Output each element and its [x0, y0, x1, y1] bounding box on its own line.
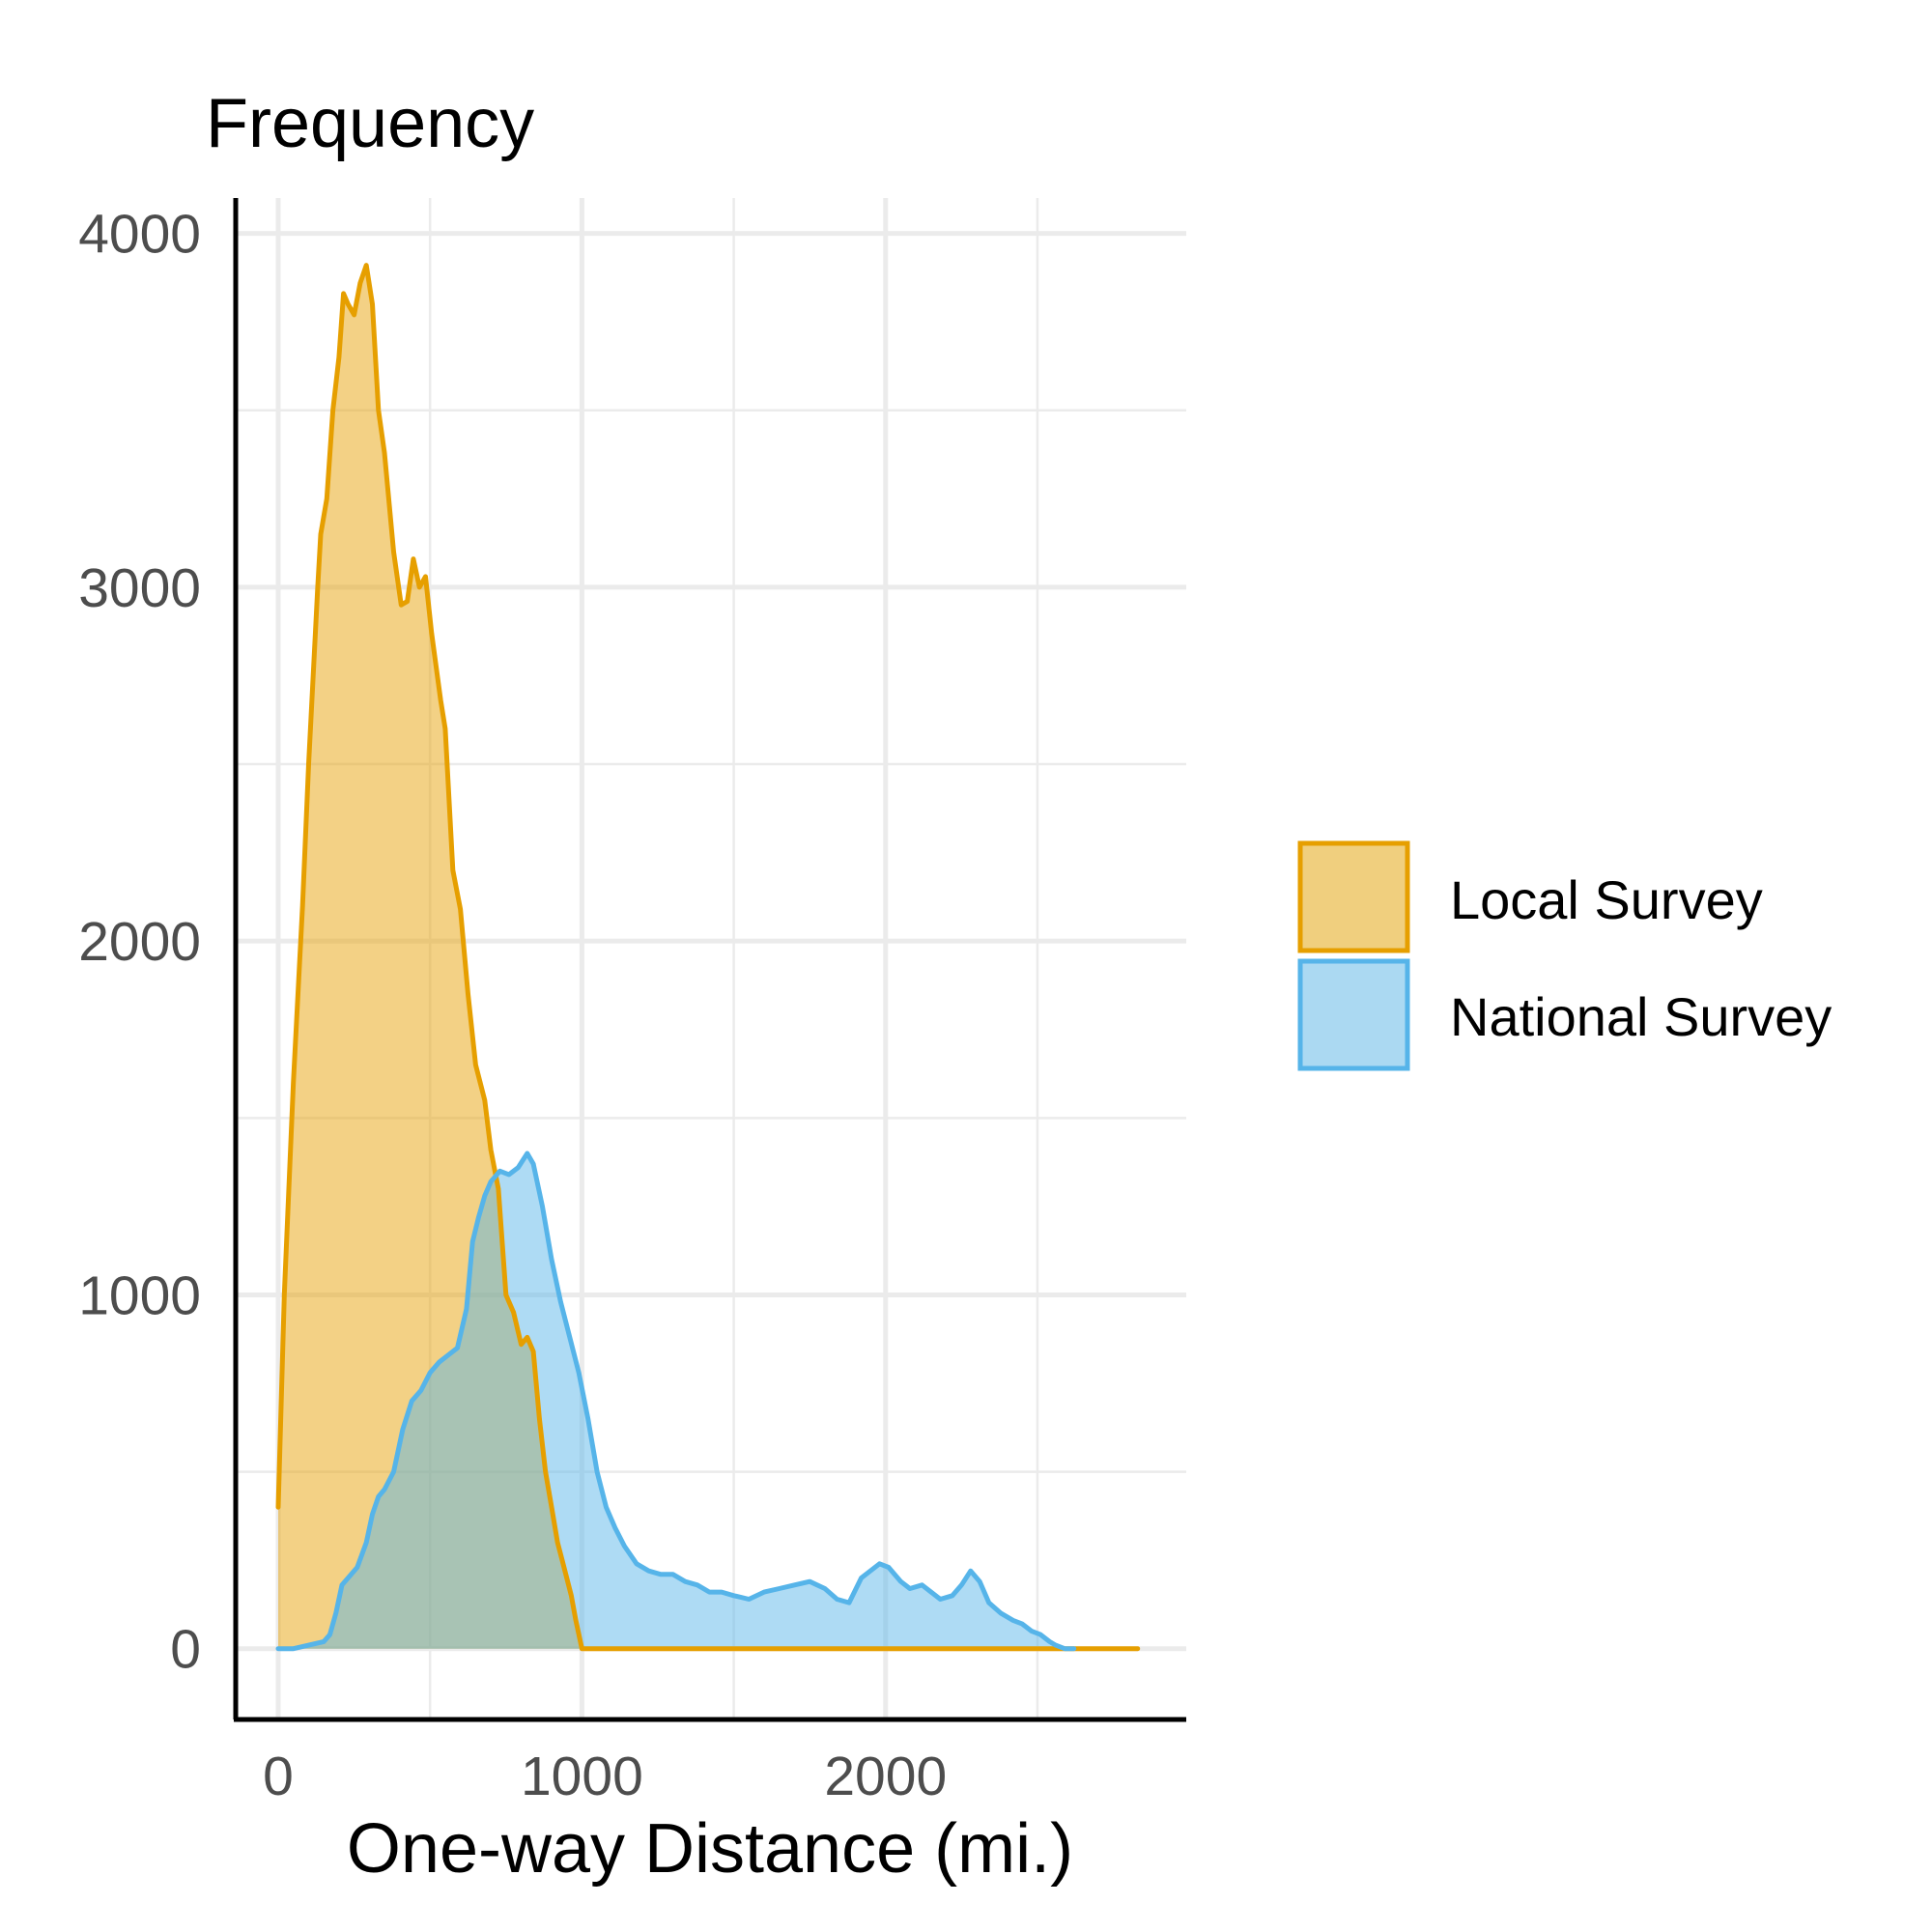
area-national-survey [278, 1153, 1074, 1649]
y-tick-label: 1000 [78, 1264, 201, 1326]
legend: Local Survey National Survey [1297, 840, 1832, 1071]
tick-labels: 0 1000 2000 3000 4000 0 1000 2000 [78, 204, 947, 1807]
y-tick-label: 2000 [78, 911, 201, 973]
legend-item-national: National Survey [1297, 958, 1832, 1071]
legend-key-national [1297, 958, 1410, 1071]
legend-label-local: Local Survey [1450, 869, 1763, 930]
legend-key-local [1297, 840, 1410, 953]
y-tick-label: 4000 [78, 204, 201, 266]
y-tick-label: 3000 [78, 557, 201, 619]
x-tick-label: 1000 [521, 1746, 643, 1807]
area-layer [278, 265, 1138, 1649]
y-tick-label: 0 [170, 1619, 201, 1681]
legend-item-local: Local Survey [1297, 840, 1763, 953]
x-tick-label: 0 [263, 1746, 294, 1807]
outline-layer [275, 263, 1141, 1652]
line-national-survey [275, 1151, 1077, 1652]
area-local-survey [278, 265, 1138, 1649]
grid-lines [236, 198, 1186, 1719]
axes [233, 198, 1186, 1722]
x-tick-label: 2000 [824, 1746, 947, 1807]
legend-label-national: National Survey [1450, 986, 1832, 1047]
y-axis-title: Frequency [206, 85, 534, 162]
x-axis-title: One-way Distance (mi.) [347, 1810, 1073, 1888]
line-local-survey [275, 263, 1141, 1652]
